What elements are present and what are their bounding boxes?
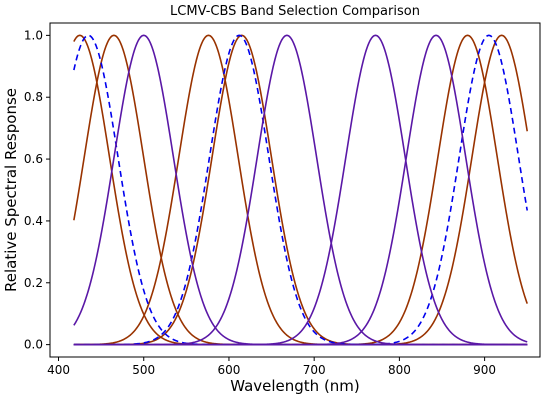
curve-brown-solid-1 bbox=[73, 34, 528, 346]
y-tick-label: 0.8 bbox=[24, 90, 43, 104]
y-tick-label: 0.6 bbox=[24, 152, 43, 166]
curve-purple-solid-2 bbox=[73, 34, 528, 346]
x-tick-label: 800 bbox=[388, 363, 411, 377]
y-tick-label: 1.0 bbox=[24, 28, 43, 42]
y-axis-ticks: 0.0 0.2 0.4 0.6 0.8 1.0 bbox=[24, 28, 50, 352]
curve-brown-solid-6 bbox=[73, 34, 529, 346]
curve-purple-solid-1 bbox=[73, 34, 528, 346]
curve-blue-dashed-2 bbox=[73, 34, 528, 346]
x-axis-ticks: 400 500 600 700 800 900 bbox=[47, 357, 496, 377]
y-tick-label: 0.2 bbox=[24, 276, 43, 290]
curve-purple-solid-4 bbox=[73, 34, 528, 346]
curve-brown-solid-3 bbox=[73, 34, 528, 346]
x-tick-label: 500 bbox=[132, 363, 155, 377]
x-tick-label: 900 bbox=[473, 363, 496, 377]
curve-brown-solid-2 bbox=[73, 34, 528, 346]
curve-brown-solid-4 bbox=[73, 34, 528, 346]
y-tick-label: 0.4 bbox=[24, 214, 43, 228]
curve-blue-dashed-1 bbox=[73, 34, 528, 346]
curve-purple-solid-3 bbox=[73, 34, 528, 346]
curve-brown-solid-5 bbox=[73, 34, 528, 346]
chart-title: LCMV-CBS Band Selection Comparison bbox=[170, 4, 420, 19]
curve-blue-dashed-3 bbox=[73, 34, 529, 346]
curves-layer bbox=[73, 34, 529, 346]
x-axis-label: Wavelength (nm) bbox=[230, 377, 360, 395]
y-axis-label: Relative Spectral Response bbox=[2, 88, 20, 292]
x-tick-label: 600 bbox=[218, 363, 241, 377]
y-tick-label: 0.0 bbox=[24, 338, 43, 352]
plot-frame bbox=[49, 22, 541, 358]
x-tick-label: 700 bbox=[303, 363, 326, 377]
x-tick-label: 400 bbox=[47, 363, 70, 377]
